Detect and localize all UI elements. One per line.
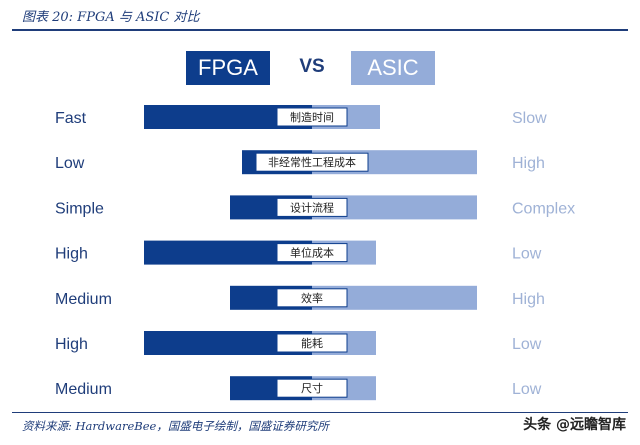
figure-title: 图表 20: FPGA 与 ASIC 对比 (22, 10, 200, 25)
category-label: 能耗 (301, 336, 323, 350)
category-label: 单位成本 (290, 246, 334, 260)
fpga-attribute-label: Simple (55, 200, 104, 217)
asic-attribute-label: Low (512, 336, 542, 353)
fpga-header: FPGA (186, 51, 270, 85)
category-label-box (276, 107, 348, 127)
category-label: 尺寸 (301, 381, 323, 395)
fpga-attribute-label: High (55, 336, 88, 353)
category-label: 效率 (301, 291, 323, 305)
category-label-box (276, 197, 348, 217)
source-note: 资料来源: HardwareBee，国盛电子绘制，国盛证券研究所 (22, 419, 329, 433)
category-label: 非经常性工程成本 (268, 155, 356, 169)
asic-attribute-label: Complex (512, 200, 575, 217)
category-label-box (276, 333, 348, 353)
fpga-attribute-label: High (55, 246, 88, 263)
asic-header: ASIC (351, 51, 435, 85)
category-label-box (276, 378, 348, 398)
fpga-attribute-label: Fast (55, 110, 87, 127)
vs-label: VS (299, 56, 325, 77)
watermark: 头条 @远瞻智库 (523, 417, 626, 433)
category-label: 制造时间 (290, 110, 334, 124)
category-label-box (276, 243, 348, 263)
category-label-box (276, 288, 348, 308)
category-label-box (255, 152, 369, 172)
asic-attribute-label: Slow (512, 110, 547, 127)
category-label: 设计流程 (290, 200, 334, 214)
asic-attribute-label: Low (512, 246, 542, 263)
asic-attribute-label: Low (512, 381, 542, 398)
bottom-rule (12, 412, 628, 413)
fpga-attribute-label: Medium (55, 381, 112, 398)
asic-attribute-label: High (512, 291, 545, 308)
fpga-attribute-label: Low (55, 155, 85, 172)
fpga-attribute-label: Medium (55, 291, 112, 308)
asic-attribute-label: High (512, 155, 545, 172)
top-rule (12, 29, 628, 31)
